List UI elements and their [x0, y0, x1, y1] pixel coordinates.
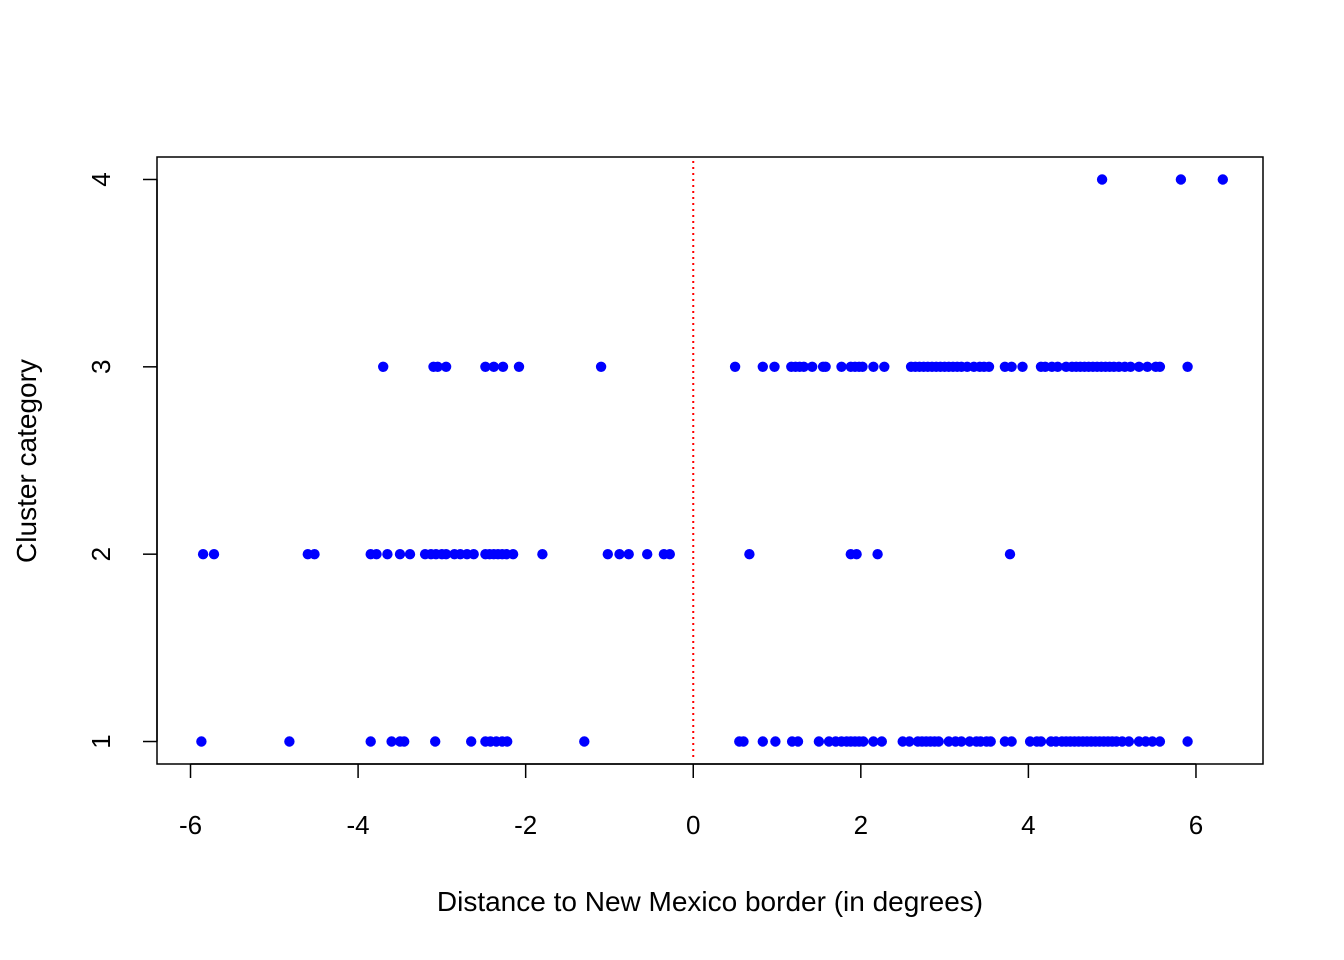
data-point	[858, 736, 869, 747]
data-point	[595, 361, 607, 372]
data-point	[1142, 361, 1153, 372]
x-tick-label: -6	[179, 810, 202, 840]
data-point	[807, 361, 818, 372]
data-point	[876, 736, 887, 747]
data-point	[365, 736, 376, 747]
data-point	[872, 549, 883, 560]
x-axis-title: Distance to New Mexico border (in degree…	[437, 886, 983, 917]
data-point	[757, 736, 768, 747]
data-point	[602, 549, 613, 560]
data-point	[284, 736, 295, 747]
data-point	[1154, 361, 1166, 372]
y-axis: 1 2 3 4	[86, 172, 158, 749]
data-point	[1175, 174, 1187, 185]
data-point	[537, 549, 548, 560]
data-point	[879, 361, 890, 372]
data-point	[664, 549, 675, 560]
data-point	[466, 736, 477, 747]
data-point	[956, 736, 967, 747]
x-tick-label: 6	[1189, 810, 1203, 840]
data-point	[386, 736, 397, 747]
data-point	[851, 549, 862, 560]
data-point	[614, 549, 625, 560]
data-point	[440, 361, 452, 372]
data-point	[1147, 736, 1158, 747]
data-point	[394, 549, 406, 560]
data-point	[309, 549, 320, 560]
data-point	[1217, 174, 1229, 185]
data-point	[382, 549, 393, 560]
data-point	[813, 736, 825, 747]
data-point	[738, 736, 749, 747]
data-point	[744, 549, 755, 560]
data-point	[729, 361, 741, 372]
x-axis: -6 -4 -2 0 2 4 6	[179, 763, 1203, 840]
data-point	[378, 361, 389, 372]
y-tick-label: 1	[86, 734, 116, 748]
data-point	[371, 549, 382, 560]
data-point	[196, 736, 207, 747]
data-point	[868, 736, 879, 747]
data-point	[1125, 361, 1136, 372]
data-point	[1154, 736, 1166, 747]
data-point	[502, 736, 513, 747]
data-point	[208, 549, 220, 560]
data-point	[1004, 549, 1016, 560]
plot-frame	[156, 156, 1264, 765]
data-point	[399, 736, 410, 747]
data-point	[430, 736, 441, 747]
data-point	[1006, 361, 1017, 372]
x-tick-label: 4	[1021, 810, 1035, 840]
data-point	[985, 736, 996, 747]
data-point	[404, 549, 416, 560]
data-point	[1052, 361, 1063, 372]
data-point	[642, 549, 653, 560]
y-tick-label: 4	[86, 172, 116, 186]
data-point	[820, 361, 831, 372]
data-point	[468, 549, 479, 560]
x-tick-label: -2	[514, 810, 537, 840]
data-point	[1123, 736, 1135, 747]
data-point	[792, 736, 804, 747]
data-point	[579, 736, 590, 747]
data-point	[488, 361, 499, 372]
data-point	[904, 736, 915, 747]
data-point	[1133, 361, 1145, 372]
data-point	[1035, 736, 1047, 747]
data-point	[497, 361, 509, 372]
x-tick-label: 2	[854, 810, 868, 840]
data-point	[836, 361, 847, 372]
data-point	[440, 549, 452, 560]
data-point	[868, 361, 879, 372]
data-point	[432, 361, 443, 372]
data-point	[1017, 361, 1028, 372]
data-point	[1006, 736, 1017, 747]
y-tick-label: 2	[86, 547, 116, 561]
x-tick-label: -4	[347, 810, 370, 840]
data-point	[757, 361, 768, 372]
data-point	[1182, 361, 1193, 372]
data-point	[1182, 736, 1193, 747]
data-point	[480, 361, 491, 372]
data-point	[623, 549, 634, 560]
data-point	[798, 361, 809, 372]
data-point	[983, 361, 995, 372]
x-tick-label: 0	[686, 810, 700, 840]
data-point	[507, 549, 519, 560]
points-layer	[196, 174, 1229, 747]
y-axis-title: Cluster category	[11, 359, 42, 563]
data-point	[769, 361, 780, 372]
data-point	[933, 736, 944, 747]
data-point	[513, 361, 525, 372]
data-point	[857, 361, 868, 372]
data-point	[1096, 174, 1108, 185]
y-tick-label: 3	[86, 360, 116, 374]
data-point	[197, 549, 209, 560]
data-point	[770, 736, 781, 747]
